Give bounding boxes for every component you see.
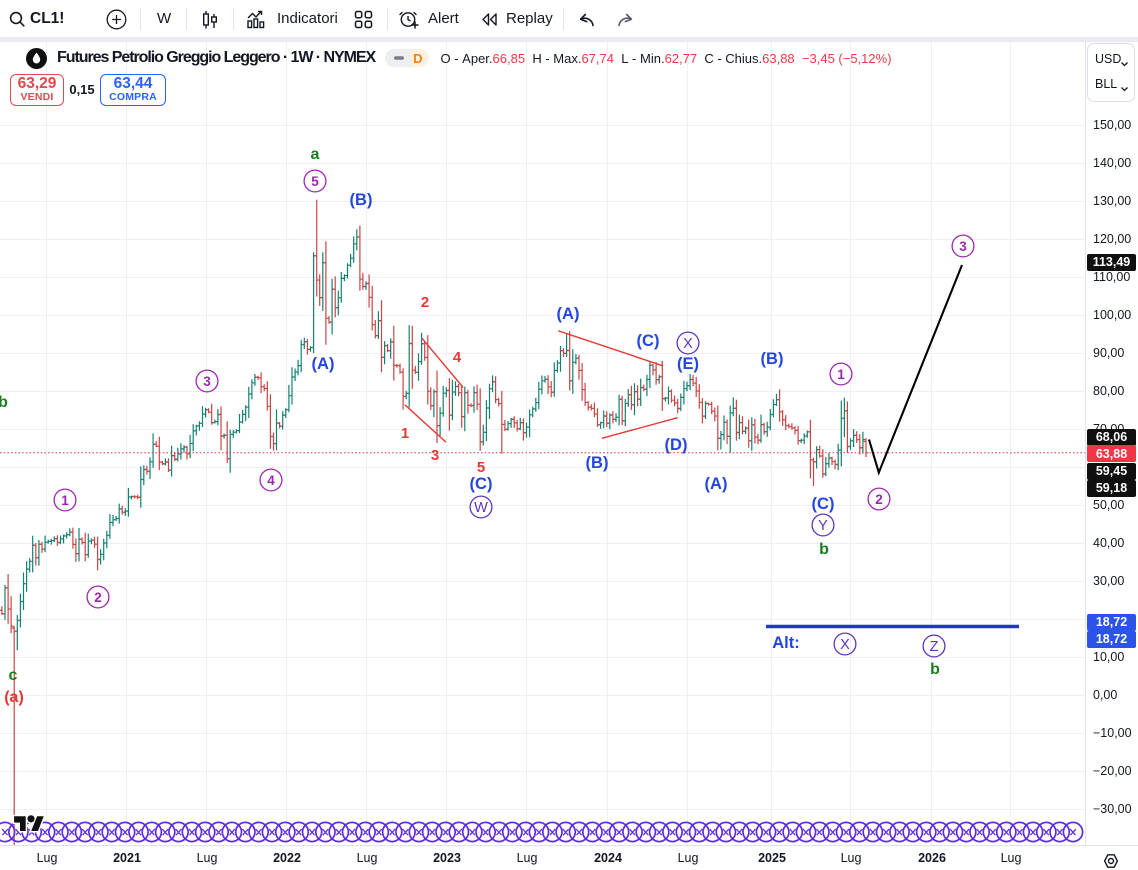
svg-text:5: 5 (311, 174, 319, 189)
svg-text:(A): (A) (312, 355, 335, 373)
svg-text:2: 2 (94, 590, 102, 605)
svg-text:X: X (840, 637, 850, 653)
svg-text:(E): (E) (677, 355, 699, 373)
svg-text:5: 5 (477, 459, 485, 476)
svg-text:1: 1 (61, 493, 69, 508)
svg-text:1: 1 (837, 367, 845, 382)
svg-text:(A): (A) (705, 475, 728, 493)
svg-text:c: c (9, 667, 18, 684)
svg-text:3: 3 (959, 239, 967, 254)
svg-text:Alt:: Alt: (772, 634, 800, 652)
svg-text:(A): (A) (557, 305, 580, 323)
svg-text:a: a (311, 146, 320, 163)
svg-text:X: X (683, 336, 693, 352)
svg-text:2: 2 (875, 492, 883, 507)
svg-text:(C): (C) (812, 495, 835, 513)
svg-text:4: 4 (267, 473, 275, 488)
svg-text:b: b (930, 661, 940, 678)
svg-text:(a): (a) (4, 689, 24, 706)
svg-text:(B): (B) (761, 350, 784, 368)
svg-text:b: b (0, 394, 8, 411)
svg-text:(B): (B) (586, 454, 609, 472)
svg-text:Z: Z (930, 639, 939, 655)
svg-text:(D): (D) (665, 436, 688, 454)
svg-text:1: 1 (401, 425, 409, 442)
svg-text:(C): (C) (470, 475, 493, 493)
svg-text:4: 4 (453, 349, 462, 366)
svg-text:(B): (B) (350, 191, 373, 209)
svg-text:Y: Y (818, 518, 828, 534)
svg-text:b: b (819, 541, 829, 558)
svg-text:(C): (C) (637, 332, 660, 350)
svg-text:3: 3 (203, 374, 211, 389)
svg-text:2: 2 (421, 294, 429, 311)
svg-text:W: W (474, 500, 488, 516)
svg-text:3: 3 (431, 447, 439, 464)
